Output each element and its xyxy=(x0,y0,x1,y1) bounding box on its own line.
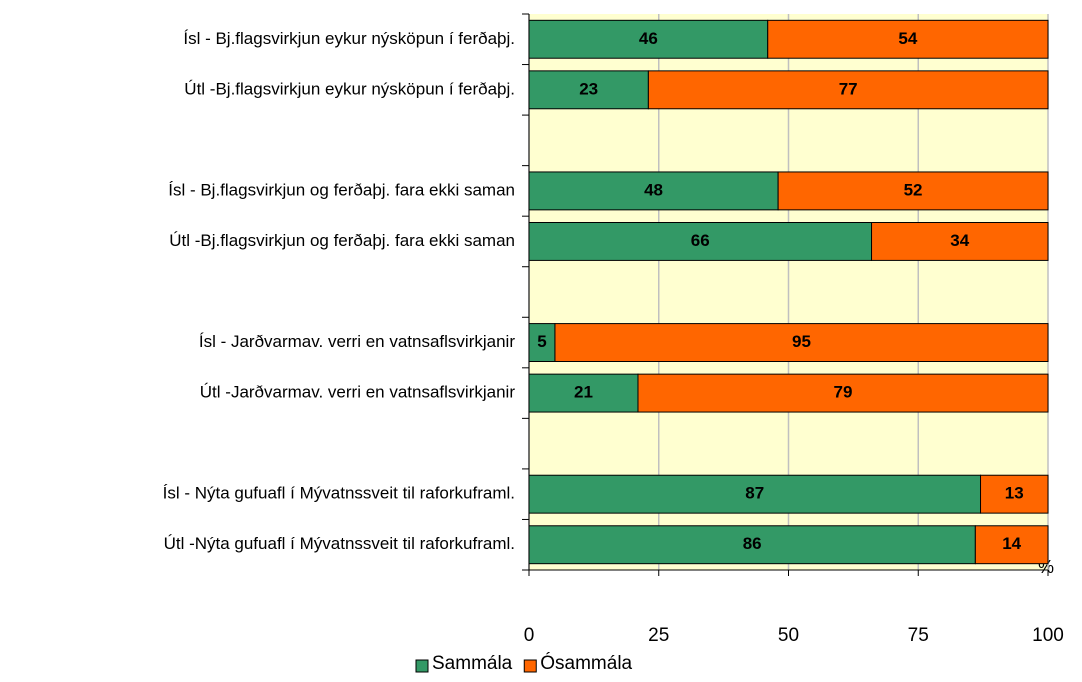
y-tick-label: Ísl - Nýta gufuafl í Mývatnssveit til ra… xyxy=(163,484,515,503)
data-label: 34 xyxy=(950,231,969,250)
bar-segment xyxy=(528,222,873,261)
data-label: 66 xyxy=(691,231,710,250)
bar-segment xyxy=(980,474,1049,514)
x-tick-label: 0 xyxy=(524,625,535,646)
data-label: 5 xyxy=(537,332,546,351)
bar-segment xyxy=(974,525,1049,565)
y-tick-label: Útl -Nýta gufuafl í Mývatnssveit til raf… xyxy=(164,534,515,553)
data-label: 14 xyxy=(1002,534,1021,553)
data-label: 79 xyxy=(834,383,853,402)
bar-segment xyxy=(637,373,1049,413)
x-tick-label: 75 xyxy=(908,625,929,646)
legend-label: Ósammála xyxy=(540,652,632,674)
data-label: 95 xyxy=(792,332,811,351)
bar-segment xyxy=(777,171,1049,211)
legend-swatch xyxy=(523,659,537,673)
bar-segment xyxy=(528,323,556,363)
y-tick-label: Ísl - Bj.flagsvirkjun eykur nýsköpun í f… xyxy=(183,29,515,48)
x-tick-label: 50 xyxy=(778,625,799,646)
data-label: 48 xyxy=(644,180,663,199)
x-tick-label: 100 xyxy=(1032,625,1064,646)
y-tick-label: Útl -Bj.flagsvirkjun eykur nýsköpun í fe… xyxy=(184,79,515,98)
y-tick-label: Útl -Bj.flagsvirkjun og ferðaþj. fara ek… xyxy=(169,231,515,250)
bar-segment xyxy=(528,19,769,59)
data-label: 46 xyxy=(639,29,658,48)
legend-label: Sammála xyxy=(432,653,513,674)
y-tick-label: Ísl - Jarðvarmav. verri en vatnsaflsvirk… xyxy=(199,332,515,351)
data-label: 13 xyxy=(1005,484,1024,503)
data-label: 23 xyxy=(579,79,598,98)
legend-swatch xyxy=(415,659,429,673)
y-tick-label: Útl -Jarðvarmav. verri en vatnsaflsvirkj… xyxy=(200,383,516,402)
data-label: 77 xyxy=(839,79,858,98)
bar-segment xyxy=(871,222,1049,261)
data-label: 21 xyxy=(574,383,593,402)
bar-segment xyxy=(767,19,1049,59)
data-label: 54 xyxy=(898,29,917,48)
y-tick-label: Ísl - Bj.flagsvirkjun og ferðaþj. fara e… xyxy=(168,180,515,199)
bar-segment xyxy=(528,373,639,413)
data-label: 87 xyxy=(745,484,764,503)
data-label: 86 xyxy=(743,534,762,553)
bar-segment xyxy=(554,323,1049,363)
data-label: 52 xyxy=(904,180,923,199)
x-tick-label: 25 xyxy=(648,625,669,646)
bar-segment xyxy=(647,70,1049,110)
bar-segment xyxy=(528,525,976,565)
